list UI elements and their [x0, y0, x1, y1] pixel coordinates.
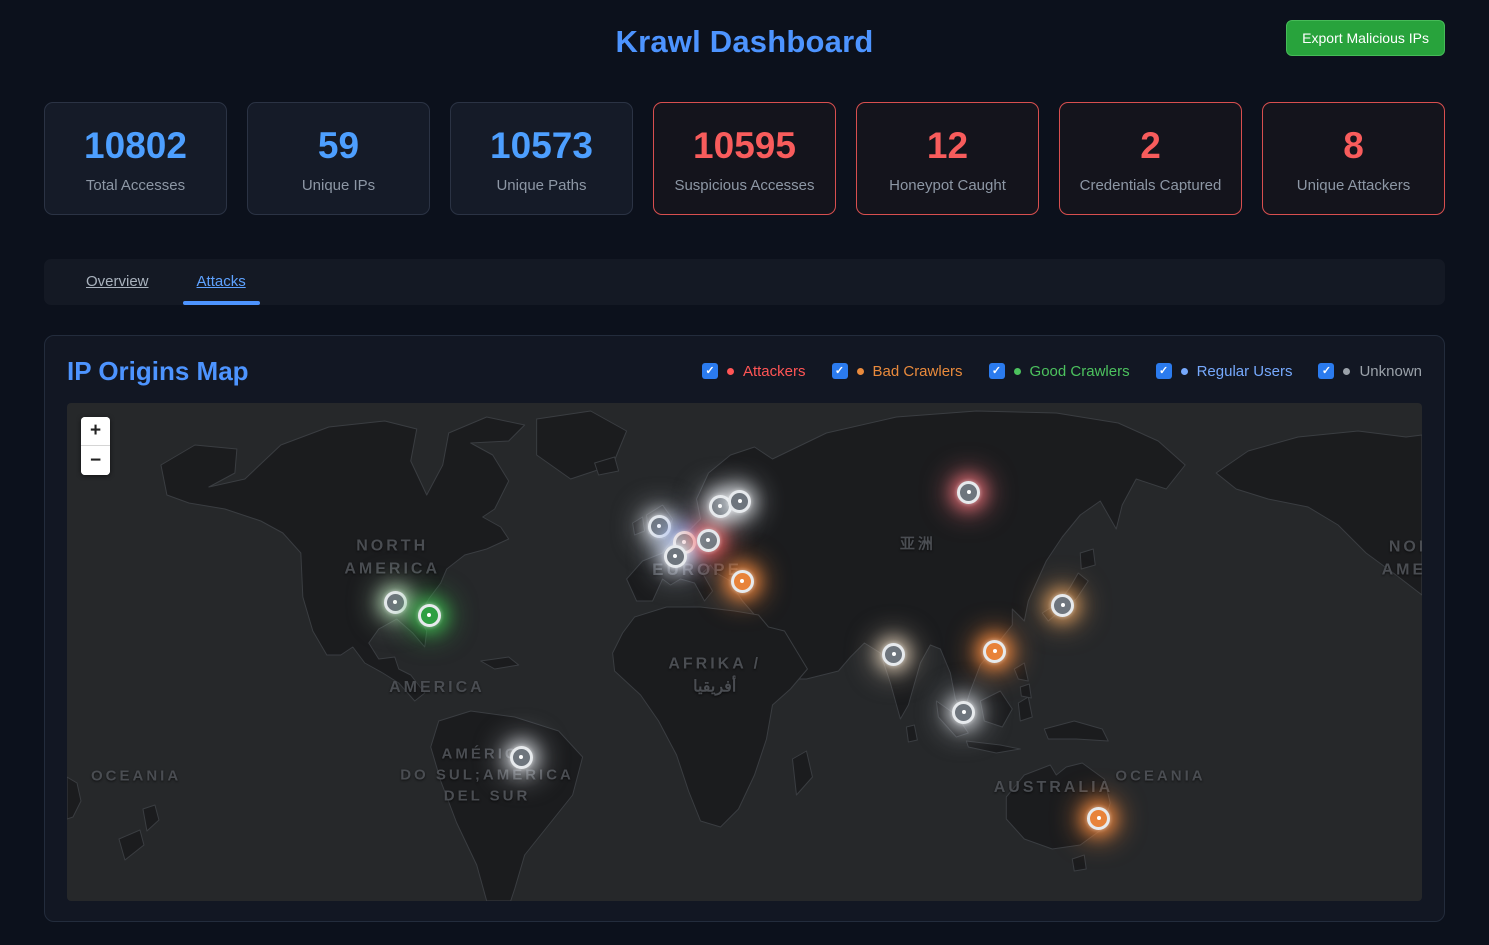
- map-marker-dot: [706, 538, 710, 543]
- map-marker-unknown[interactable]: [663, 544, 687, 568]
- legend-label: Unknown: [1359, 362, 1422, 380]
- legend-dot-good-crawlers: [1013, 367, 1021, 375]
- legend-label: Bad Crawlers: [872, 362, 963, 380]
- map-marker-dot: [992, 649, 997, 654]
- legend-dot-unknown: [1343, 367, 1351, 375]
- legend-checkbox-unknown[interactable]: [1318, 363, 1335, 380]
- stat-card-unique-ips: 59 Unique IPs: [247, 102, 430, 215]
- stat-card-unique-paths: 10573 Unique Paths: [450, 102, 633, 215]
- map-marker-dot: [393, 600, 398, 605]
- legend-checkbox-bad-crawlers[interactable]: [831, 363, 848, 380]
- stat-value: 59: [317, 125, 360, 166]
- map-marker-dot: [718, 504, 723, 509]
- map-marker-unknown[interactable]: [509, 745, 533, 769]
- map-marker-dot: [891, 652, 896, 657]
- map-panel-header: IP Origins Map Attackers Bad Crawlers Good…: [67, 356, 1422, 387]
- stat-value: 8: [1343, 125, 1364, 166]
- legend-dot-attackers: [726, 367, 734, 375]
- map-marker-unknown[interactable]: [383, 590, 407, 614]
- map-marker-dot: [673, 554, 678, 559]
- legend-label: Attackers: [742, 362, 806, 380]
- map-marker-unknown[interactable]: [882, 642, 906, 666]
- map-marker-dot: [657, 524, 662, 529]
- map-marker-dot: [519, 755, 524, 760]
- map-marker-bad-crawler[interactable]: [1087, 806, 1111, 830]
- legend-item-attackers: Attackers: [701, 362, 806, 380]
- map-legend: Attackers Bad Crawlers Good Crawlers Regula…: [701, 362, 1422, 380]
- legend-item-good-crawlers: Good Crawlers: [988, 362, 1130, 380]
- map-marker-unknown[interactable]: [728, 489, 752, 513]
- map-zoom-out-button[interactable]: −: [81, 445, 110, 475]
- map-marker-dot: [737, 499, 742, 504]
- legend-dot-bad-crawlers: [856, 367, 864, 375]
- map-panel: IP Origins Map Attackers Bad Crawlers Good…: [44, 334, 1445, 922]
- stat-card-suspicious-accesses: 10595 Suspicious Accesses: [653, 102, 836, 215]
- map-marker-bad-crawler[interactable]: [1051, 593, 1075, 617]
- legend-label: Regular Users: [1196, 362, 1293, 380]
- stat-label: Credentials Captured: [1079, 176, 1222, 194]
- map-marker-unknown[interactable]: [952, 700, 976, 724]
- tab-attacks[interactable]: Attacks: [173, 259, 270, 305]
- map-marker-bad-crawler[interactable]: [730, 569, 754, 593]
- map-zoom-control: + −: [81, 416, 110, 475]
- legend-label: Good Crawlers: [1029, 362, 1130, 380]
- stat-label: Honeypot Caught: [889, 176, 1006, 194]
- map-marker-bad-crawler[interactable]: [983, 639, 1007, 663]
- stat-value: 10573: [490, 125, 593, 166]
- map-marker-good-crawler[interactable]: [417, 603, 441, 627]
- stat-label: Suspicious Accesses: [674, 176, 815, 194]
- legend-item-unknown: Unknown: [1318, 363, 1422, 380]
- map-zoom-in-button[interactable]: +: [81, 416, 110, 446]
- legend-item-regular-users: Regular Users: [1155, 362, 1293, 380]
- map-marker-dot: [966, 490, 971, 495]
- map-marker-dot: [961, 710, 966, 715]
- stat-card-credentials-captured: 2 Credentials Captured: [1059, 102, 1242, 215]
- stat-value: 10802: [84, 125, 187, 166]
- stat-value: 2: [1140, 125, 1161, 166]
- world-map-landmasses: [67, 410, 1422, 901]
- map-marker-dot: [427, 613, 432, 618]
- map-panel-title: IP Origins Map: [67, 355, 249, 386]
- header: Krawl Dashboard Export Malicious IPs: [44, 0, 1445, 78]
- stat-label: Total Accesses: [85, 176, 186, 194]
- map-marker-unknown[interactable]: [647, 514, 671, 538]
- legend-checkbox-attackers[interactable]: [701, 363, 718, 380]
- map-marker-dot: [1096, 816, 1101, 821]
- tab-bar: Overview Attacks: [44, 258, 1445, 305]
- stat-label: Unique IPs: [301, 176, 376, 194]
- legend-item-bad-crawlers: Bad Crawlers: [831, 362, 963, 380]
- stat-card-honeypot-caught: 12 Honeypot Caught: [856, 102, 1039, 215]
- map-marker-dot: [740, 579, 745, 584]
- stat-value: 12: [926, 125, 969, 166]
- stat-label: Unique Attackers: [1296, 176, 1411, 194]
- legend-dot-regular-users: [1180, 367, 1188, 375]
- page-title: Krawl Dashboard: [615, 24, 874, 59]
- stat-label: Unique Paths: [496, 176, 587, 194]
- tab-overview[interactable]: Overview: [86, 273, 149, 291]
- stat-value: 10595: [693, 125, 796, 166]
- export-malicious-ips-button[interactable]: Export Malicious IPs: [1286, 20, 1445, 56]
- legend-checkbox-good-crawlers[interactable]: [988, 363, 1005, 380]
- legend-checkbox-regular-users[interactable]: [1155, 363, 1172, 380]
- stats-row: 10802 Total Accesses 59 Unique IPs 10573 Uniq…: [44, 102, 1445, 215]
- stat-card-total-accesses: 10802 Total Accesses: [44, 102, 227, 215]
- world-map[interactable]: NORTH AMERICA AMERICA AMÉRICA DO SUL;AMÉRI…: [67, 402, 1422, 901]
- map-marker-dot: [682, 540, 687, 545]
- map-marker-dot: [1060, 603, 1065, 608]
- map-marker-attacker[interactable]: [696, 528, 720, 552]
- map-marker-attacker[interactable]: [957, 480, 981, 504]
- stat-card-unique-attackers: 8 Unique Attackers: [1262, 102, 1445, 215]
